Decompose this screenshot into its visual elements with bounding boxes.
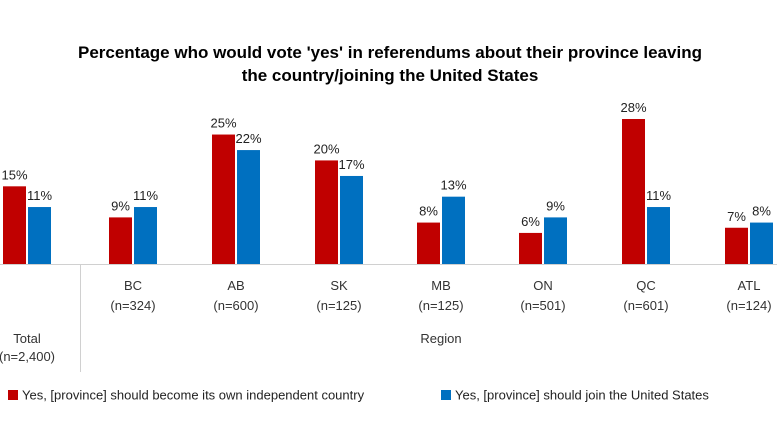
bar-join-us-qc: [647, 207, 670, 264]
tick-sample-size: (n=125): [316, 298, 361, 313]
data-label: 17%: [338, 157, 364, 172]
legend-swatch: [8, 390, 18, 400]
bar-join-us-atl: [750, 222, 773, 264]
data-label: 22%: [235, 131, 261, 146]
bar-independent-qc: [622, 119, 645, 264]
bar-independent-on: [519, 232, 542, 264]
tick-sample-size: (n=125): [418, 298, 463, 313]
data-label: 20%: [313, 141, 339, 156]
data-label: 11%: [133, 188, 158, 203]
tick-sample-size: (n=324): [110, 298, 155, 313]
tick-label: AB: [227, 278, 244, 293]
bar-independent-atl: [725, 227, 748, 264]
tick-label: ON: [533, 278, 553, 293]
bar-independent-sk: [315, 160, 338, 264]
bar-join-us-sk: [340, 175, 363, 264]
bar-join-us-bc: [134, 207, 157, 264]
data-label: 28%: [620, 100, 646, 115]
tick-label: BC: [124, 278, 142, 293]
data-label: 7%: [727, 209, 746, 224]
bar-independent-bc: [109, 217, 132, 264]
tick-sample-size: (n=601): [623, 298, 668, 313]
bars-group: 15%9%25%20%8%6%28%7%11% 11%22%17%13%9%11%…: [1, 100, 773, 264]
legend: Yes, [province] should become its own in…: [8, 388, 709, 403]
bar-join-us-on: [544, 217, 567, 264]
bar-independent-total: [3, 186, 26, 264]
bar-independent-ab: [212, 134, 235, 264]
tick-sample-size: (n=600): [213, 298, 258, 313]
legend-swatch: [441, 390, 451, 400]
data-label: 11%: [27, 188, 52, 203]
bar-independent-mb: [417, 222, 440, 264]
group-label: Region: [420, 331, 461, 346]
data-label: 8%: [752, 204, 771, 219]
data-label: 6%: [521, 214, 540, 229]
data-label: 15%: [1, 167, 27, 182]
bar-join-us-ab: [237, 150, 260, 264]
tick-sample-size: (n=2,400): [0, 349, 55, 364]
data-label: 9%: [546, 198, 565, 213]
tick-label: MB: [431, 278, 451, 293]
chart-title-line-2: the country/joining the United States: [242, 66, 539, 85]
data-label: 13%: [440, 178, 466, 193]
data-label: 8%: [419, 204, 438, 219]
tick-label: QC: [636, 278, 656, 293]
tick-label: SK: [330, 278, 348, 293]
legend-label: Yes, [province] should join the United S…: [455, 388, 709, 403]
tick-label: Total: [13, 331, 41, 346]
chart-title-line-1: Percentage who would vote 'yes' in refer…: [78, 43, 702, 62]
tick-sample-size: (n=501): [520, 298, 565, 313]
data-label: 11%: [646, 188, 671, 203]
data-label: 9%: [111, 198, 130, 213]
tick-sample-size: (n=124): [726, 298, 771, 313]
x-axis: Total (n=2,400) BC (n=324) AB (n=600) SK (n=125…: [0, 264, 777, 372]
data-label: 25%: [210, 116, 236, 131]
tick-label: ATL: [738, 278, 761, 293]
bar-join-us-mb: [442, 196, 465, 264]
legend-label: Yes, [province] should become its own in…: [22, 388, 365, 403]
bar-join-us-total: [28, 207, 51, 264]
